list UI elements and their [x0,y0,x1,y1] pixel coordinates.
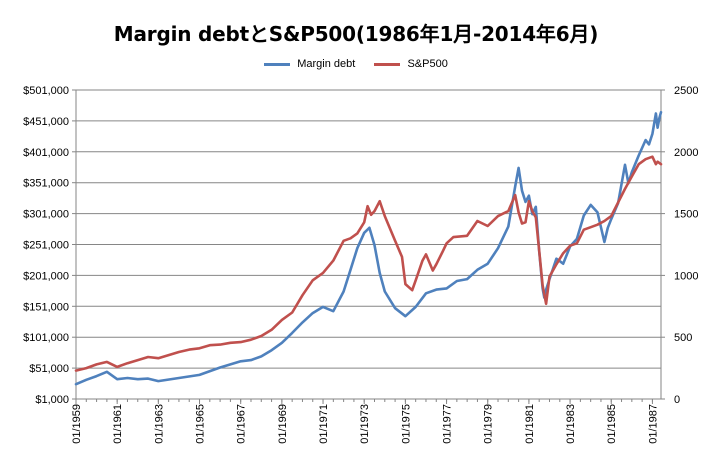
x-tick-label: 01/1981 [524,404,536,444]
x-tick-label: 01/1961 [112,404,124,444]
x-tick-label: 01/1967 [236,404,248,444]
x-tick-label: 01/1963 [153,404,165,444]
legend-label-margin-debt: Margin debt [297,58,356,71]
legend-swatch-sp500 [374,62,401,66]
x-tick-label: 01/1985 [606,404,618,444]
y-left-tick-label: $1,000 [35,394,69,406]
x-tick-label: 01/1977 [442,404,454,444]
x-tick-label: 01/1979 [483,404,495,444]
y-left-tick-label: $301,000 [23,209,69,221]
y-left-tick-label: $251,000 [23,240,69,252]
y-left-tick-label: $501,000 [23,85,69,97]
chart-title: Margin debtとS&P500(1986年1月-2014年6月) [113,22,599,46]
y-left-tick-label: $201,000 [23,270,69,282]
y-right-tick-label: 1500 [674,209,698,221]
x-tick-label: 01/1965 [195,404,207,444]
legend-item-margin-debt: Margin debt [264,58,355,70]
x-tick-label: 01/1969 [277,404,289,444]
y-right-tick-label: 0 [674,394,680,406]
legend-label-sp500: S&P500 [407,58,448,71]
legend: Margin debt S&P500 [0,58,712,70]
y-left-tick-label: $401,000 [23,147,69,159]
x-tick-label: 01/1975 [400,404,412,444]
series-line-sp500 [74,155,663,372]
y-left-tick-label: $101,000 [23,332,69,344]
y-right-tick-label: 500 [674,332,692,344]
legend-item-sp500: S&P500 [374,58,448,71]
x-tick-label: 01/1983 [565,404,577,444]
y-left-tick-label: $351,000 [23,178,69,190]
y-right-tick-label: 1000 [674,270,698,282]
x-tick-label: 01/1987 [647,404,659,444]
y-right-tick-label: 2500 [674,85,698,97]
y-right-tick-label: 2000 [674,147,698,159]
y-left-tick-label: $451,000 [23,116,69,128]
legend-swatch-margin-debt [264,62,291,66]
y-left-tick-label: $51,000 [29,363,69,375]
series-line-margin-debt [74,110,663,386]
x-tick-label: 01/1973 [359,404,371,444]
x-tick-label: 01/1971 [318,404,330,444]
y-left-tick-label: $151,000 [23,301,69,313]
x-tick-label: 01/1959 [71,404,83,444]
